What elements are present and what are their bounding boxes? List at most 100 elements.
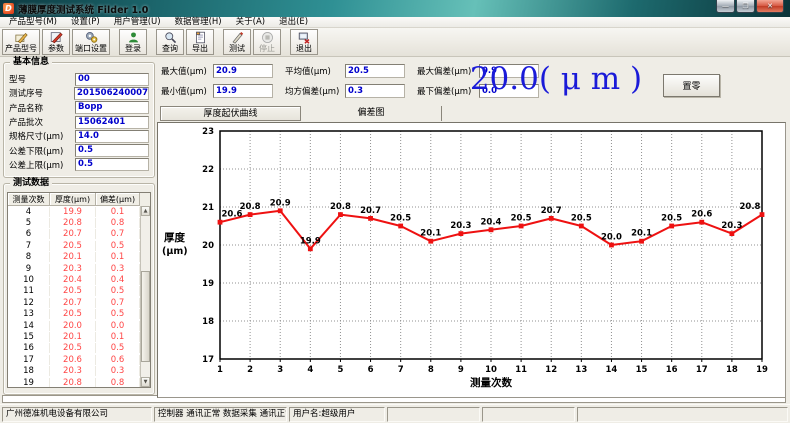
table-row[interactable]: 13 20.5 0.5 — [8, 309, 140, 320]
tab-deviation-chart[interactable]: 偏差图 — [301, 106, 442, 121]
parameters-icon — [50, 31, 63, 44]
field-value-input[interactable]: 201506240007 — [74, 86, 149, 100]
chart-point-label: 20.5 — [571, 214, 592, 224]
table-row[interactable]: 5 20.8 0.8 — [8, 217, 140, 229]
svg-text:12: 12 — [545, 365, 557, 375]
chart-point-labels: 20.620.8 20.919.920.8 20.720.520.120.3 20.4… — [222, 198, 761, 246]
stop-icon — [261, 31, 274, 44]
table-row[interactable]: 7 20.5 0.5 — [8, 240, 140, 251]
menu-item[interactable]: 用户管理(U) — [113, 17, 161, 27]
close-button[interactable]: ✕ — [756, 0, 784, 13]
chart-point-label: 20.3 — [450, 221, 471, 231]
chart-point-marker — [338, 212, 343, 217]
table-header: 测量次数 厚度(μm) 偏差(μm) — [8, 193, 150, 206]
info-field-row: 型号 00 — [9, 72, 149, 86]
table-row[interactable]: 6 20.7 0.7 — [8, 229, 140, 240]
table-row[interactable]: 12 20.7 0.7 — [8, 297, 140, 308]
toolbar-button-login-user[interactable]: 登录 — [119, 29, 147, 55]
stat-value-input[interactable]: 19.9 — [213, 84, 273, 98]
stat-value-input[interactable]: 0.3 — [345, 84, 405, 98]
scrollbar-thumb[interactable] — [141, 271, 150, 362]
toolbar-button-parameters[interactable]: 参数 — [42, 29, 70, 55]
stat-value-input[interactable]: 0.0 — [479, 84, 539, 98]
tab-thickness-curve[interactable]: 厚度起伏曲线 — [160, 106, 301, 121]
field-value-input[interactable]: 0.5 — [75, 144, 149, 158]
chart-point-marker — [578, 223, 584, 229]
exit-icon — [298, 31, 311, 44]
table-row[interactable]: 8 20.1 0.1 — [8, 252, 140, 263]
chart-point-marker — [368, 216, 373, 221]
table-row[interactable]: 9 20.3 0.3 — [8, 263, 140, 274]
stats-row-1: 最大值(μm) 20.9 平均值(μm) 20.5 最大偏差(μm) 0.9 — [161, 64, 551, 78]
thickness-chart: 17 18 19 20 21 22 23 1 2 3 4 5 6 7 8 9 10 11 12 13 14 15 16 17 1… — [157, 122, 786, 398]
toolbar-button-label: 停止 — [259, 44, 275, 53]
scroll-down-icon[interactable]: ▼ — [141, 377, 150, 387]
stat-value-input[interactable]: 20.9 — [213, 64, 273, 78]
toolbar-button-test-pen[interactable]: 测试 — [223, 29, 251, 55]
svg-text:20: 20 — [202, 241, 214, 251]
table-row[interactable]: 10 20.4 0.4 — [8, 274, 140, 286]
menu-item[interactable]: 退出(E) — [279, 17, 309, 27]
table-cell: 20.7 — [50, 297, 96, 308]
info-field-row: 规格尺寸(μm) 14.0 — [9, 129, 149, 143]
toolbar-button-label: 端口设置 — [75, 44, 107, 53]
toolbar-button-stop[interactable]: 停止 — [253, 29, 281, 55]
test-pen-icon — [231, 31, 244, 44]
table-column-header: 偏差(μm) — [96, 193, 140, 206]
table-row[interactable]: 16 20.5 0.5 — [8, 343, 140, 354]
chart-point-label: 20.9 — [270, 198, 291, 208]
current-thickness-readout: 20.0( μ m ) — [469, 61, 643, 97]
chart-point-label: 20.8 — [240, 202, 261, 212]
field-value-input[interactable]: Bopp — [75, 101, 149, 115]
svg-text:厚度: 厚度 — [164, 231, 185, 244]
table-row[interactable]: 14 20.0 0.0 — [8, 320, 140, 331]
table-row[interactable]: 17 20.6 0.6 — [8, 354, 140, 365]
menu-item[interactable]: 产品型号(M) — [9, 17, 57, 27]
table-cell: 7 — [8, 240, 50, 251]
chart-point-marker — [759, 212, 765, 217]
test-data-title: 测试数据 — [10, 178, 53, 189]
toolbar-button-product-model[interactable]: 产品型号 — [2, 29, 40, 55]
zero-button[interactable]: 置零 — [663, 74, 720, 97]
field-value-input[interactable]: 15062401 — [75, 115, 149, 129]
table-row[interactable]: 18 20.3 0.3 — [8, 365, 140, 377]
stat-value-input[interactable]: 20.5 — [345, 64, 405, 78]
menu-item[interactable]: 关于(A) — [235, 17, 266, 27]
table-row[interactable]: 19 20.8 0.8 — [8, 377, 140, 387]
table-cell: 0.5 — [96, 343, 140, 354]
chart-point-marker — [699, 219, 705, 225]
svg-text:17: 17 — [696, 365, 708, 375]
field-value-input[interactable]: 0.5 — [75, 158, 149, 172]
stat-field: 最大偏差(μm) 0.9 — [417, 64, 539, 78]
stat-value-input[interactable]: 0.9 — [479, 64, 539, 78]
toolbar-button-port-settings-gears[interactable]: 端口设置 — [72, 29, 110, 55]
table-row[interactable]: 15 20.1 0.1 — [8, 331, 140, 342]
stat-label: 最大值(μm) — [161, 67, 207, 77]
svg-text:9: 9 — [458, 365, 464, 375]
chart-point-marker — [217, 219, 223, 225]
basic-info-group: 基本信息 型号 00 测试序号 201506240007 产品名称 Bopp 产品批次 150… — [3, 57, 155, 178]
chart-point-label: 20.1 — [420, 229, 441, 239]
menu-item[interactable]: 数据管理(H) — [174, 17, 222, 27]
field-value-input[interactable]: 00 — [75, 72, 149, 86]
minimize-button[interactable]: — — [716, 0, 735, 13]
maximize-button[interactable]: ❐ — [736, 0, 755, 13]
scroll-up-icon[interactable]: ▲ — [141, 206, 150, 216]
table-scrollbar[interactable]: ▲ ▼ — [140, 206, 150, 387]
table-row[interactable]: 4 19.9 0.1 — [8, 206, 140, 217]
toolbar-button-query-magnifier[interactable]: 查询 — [156, 29, 184, 55]
table-cell: 0.5 — [96, 309, 140, 320]
field-value-input[interactable]: 14.0 — [75, 129, 149, 143]
svg-text:4: 4 — [307, 365, 313, 375]
toolbar-button-exit[interactable]: 退出 — [290, 29, 318, 55]
status-company: 广州德准机电设备有限公司 — [2, 406, 152, 422]
info-field-row: 公差上限(μm) 0.5 — [9, 158, 149, 172]
toolbar-button-export-document[interactable]: 导出 — [186, 29, 214, 55]
menu-item[interactable]: 设置(P) — [70, 17, 100, 27]
svg-text:19: 19 — [202, 279, 214, 289]
table-row[interactable]: 11 20.5 0.5 — [8, 286, 140, 297]
table-cell: 0.5 — [96, 240, 140, 251]
stat-field: 最小值(μm) 19.9 — [161, 84, 273, 98]
chart-y-ticks: 17 18 19 20 21 22 23 — [202, 127, 214, 365]
